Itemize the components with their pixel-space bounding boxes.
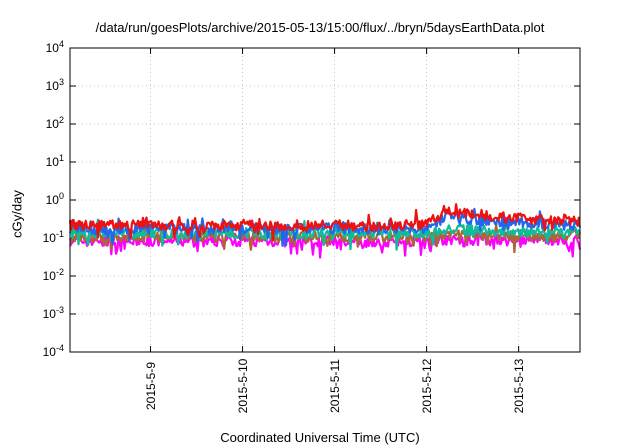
y-axis-label: cGy/day: [9, 190, 25, 238]
plot-frame: [69, 47, 581, 353]
y-tick-label: 10-4: [42, 343, 64, 359]
series-line: [68, 218, 582, 251]
x-tick-label: 2015-5-11: [327, 359, 342, 413]
series-line: [68, 203, 581, 242]
x-tick-label: 2015-5-13: [511, 358, 526, 414]
y-tick-label: 10-1: [42, 229, 64, 245]
chart-title: /data/run/goesPlots/archive/2015-05-13/1…: [95, 20, 545, 35]
y-tick-label: 10-2: [42, 267, 64, 283]
x-tick-label: 2015-5-9: [143, 361, 158, 411]
y-tick-label: 104: [45, 39, 64, 55]
y-tick-label: 100: [45, 191, 64, 207]
x-tick-label: 2015-5-10: [235, 358, 250, 414]
x-axis-label: Coordinated Universal Time (UTC): [220, 430, 420, 445]
y-tick-label: 10-3: [42, 305, 64, 321]
y-tick-label: 103: [45, 77, 64, 93]
y-tick-label: 101: [45, 153, 64, 169]
x-tick-label: 2015-5-12: [419, 358, 434, 414]
y-tick-label: 102: [45, 115, 64, 131]
